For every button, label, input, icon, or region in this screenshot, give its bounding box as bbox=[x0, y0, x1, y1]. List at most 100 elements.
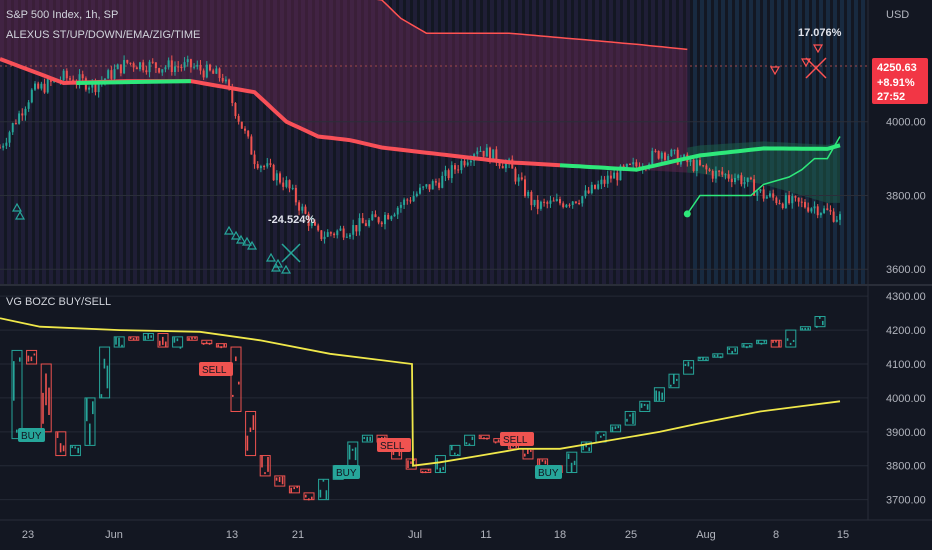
lower-indicator-title[interactable]: VG BOZC BUY/SELL bbox=[6, 296, 111, 308]
candle-body bbox=[374, 214, 377, 218]
lower-candle-bar bbox=[676, 378, 678, 381]
candle-body bbox=[234, 103, 237, 117]
candle-body bbox=[333, 233, 336, 236]
candle-body bbox=[218, 68, 221, 78]
cross-marker bbox=[805, 57, 827, 79]
candle-body bbox=[189, 59, 192, 68]
candle-body bbox=[244, 128, 246, 131]
stop-line-bull bbox=[686, 136, 841, 215]
indicator-title[interactable]: ALEXUS ST/UP/DOWN/EMA/ZIG/TIME bbox=[6, 29, 200, 41]
lower-candle-bar bbox=[30, 356, 33, 362]
time-tick-label: Jul bbox=[408, 529, 422, 541]
lower-price-axis[interactable]: 4300.00 4200.00 4100.00 4000.00 3900.00 3800.… bbox=[886, 291, 926, 506]
candle-body bbox=[5, 142, 8, 146]
lower-candle-box bbox=[653, 387, 665, 402]
time-axis[interactable]: 23 Jun 13 21 Jul 11 18 25 Aug 8 15 bbox=[22, 529, 849, 541]
symbol-title[interactable]: S&P 500 Index, 1h, SP bbox=[6, 9, 118, 21]
time-stripe bbox=[259, 0, 263, 284]
lower-candle-bar bbox=[684, 364, 687, 367]
candle-body bbox=[174, 66, 176, 72]
lower-candle-bar bbox=[135, 336, 138, 340]
lower-candle-box bbox=[814, 316, 826, 328]
lower-candle-box bbox=[712, 353, 724, 358]
candle-body bbox=[476, 151, 479, 155]
candle-body bbox=[307, 213, 310, 226]
candle-body bbox=[539, 201, 542, 209]
lower-candle-bar bbox=[217, 344, 219, 347]
candle-body bbox=[651, 150, 654, 165]
pane-divider[interactable] bbox=[0, 284, 932, 286]
candle-body bbox=[250, 136, 253, 155]
lower-candle-bar bbox=[655, 390, 657, 402]
candle-body bbox=[590, 184, 593, 194]
candle-body bbox=[412, 196, 415, 202]
sell-signal-box bbox=[500, 432, 534, 446]
candle-body bbox=[765, 196, 768, 199]
time-stripe bbox=[847, 0, 851, 284]
lower-candle-bar bbox=[100, 394, 103, 398]
lower-candle-bar bbox=[687, 361, 690, 367]
upper-candles bbox=[0, 55, 841, 244]
time-stripe bbox=[112, 0, 116, 284]
candle-body bbox=[326, 232, 329, 237]
rise-percent-label: 17.076% bbox=[798, 27, 842, 39]
sell-signal-box bbox=[199, 362, 233, 376]
time-stripe bbox=[805, 0, 809, 284]
time-stripe bbox=[693, 0, 697, 284]
price-tag-change: +8.91% bbox=[877, 77, 915, 89]
candle-body bbox=[304, 206, 307, 214]
lower-candle-box bbox=[770, 339, 782, 348]
candle-body bbox=[113, 69, 116, 79]
time-stripe bbox=[798, 0, 802, 284]
candle-body bbox=[256, 164, 259, 169]
candle-body bbox=[135, 67, 138, 70]
time-stripe bbox=[378, 0, 382, 284]
trend-cloud bbox=[0, 0, 840, 203]
time-stripe bbox=[637, 0, 641, 284]
bull-cloud bbox=[687, 141, 840, 203]
candle-body bbox=[142, 62, 145, 71]
lower-candle-bar bbox=[132, 338, 135, 341]
time-stripe bbox=[826, 0, 830, 284]
lower-candle-bar bbox=[71, 446, 73, 449]
lower-candle-bar bbox=[746, 346, 748, 349]
lower-candle-bar bbox=[486, 437, 488, 440]
candle-body bbox=[40, 83, 43, 89]
buy-signal-label: BUY bbox=[21, 431, 42, 442]
candle-body bbox=[387, 214, 390, 220]
time-stripe bbox=[476, 0, 480, 284]
candle-body bbox=[695, 160, 698, 171]
time-stripe bbox=[385, 0, 389, 284]
lower-candle-box bbox=[99, 346, 111, 399]
lower-candle-bar bbox=[319, 489, 322, 498]
candle-body bbox=[530, 192, 533, 206]
candle-body bbox=[46, 79, 49, 93]
time-stripe bbox=[336, 0, 340, 284]
candle-body bbox=[97, 83, 100, 93]
lower-candle-bar bbox=[629, 414, 631, 417]
sell-signal-label: SELL bbox=[503, 435, 528, 446]
lower-candle-box bbox=[186, 336, 198, 341]
time-stripe bbox=[777, 0, 781, 284]
lower-candle-bar bbox=[205, 341, 208, 344]
price-tick-label: 3800.00 bbox=[886, 461, 926, 473]
upper-price-axis[interactable]: 4000.00 3800.00 3600.00 bbox=[886, 117, 926, 277]
time-tick-label: 18 bbox=[554, 529, 566, 541]
lower-candle-bar bbox=[442, 466, 444, 471]
time-stripe bbox=[119, 0, 123, 284]
candle-body bbox=[193, 66, 196, 68]
time-stripe bbox=[518, 0, 522, 284]
candle-body bbox=[317, 225, 320, 231]
lower-candle-bar bbox=[366, 436, 368, 442]
time-stripe bbox=[483, 0, 487, 284]
lower-candle-box bbox=[697, 356, 709, 362]
lower-candle-bar bbox=[421, 471, 424, 474]
bozc-line-path bbox=[0, 317, 841, 467]
candle-body bbox=[349, 234, 351, 237]
time-stripe bbox=[567, 0, 571, 284]
time-stripe bbox=[854, 0, 858, 284]
time-stripe bbox=[35, 0, 39, 284]
time-stripe bbox=[588, 0, 592, 284]
time-stripe bbox=[0, 0, 4, 284]
